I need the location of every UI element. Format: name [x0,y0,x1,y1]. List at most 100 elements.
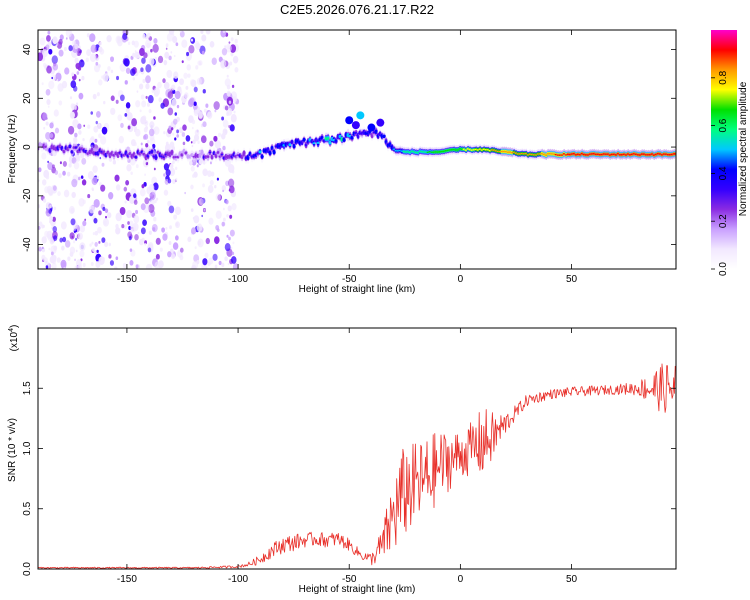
spectrogram-noise-blob [94,138,98,143]
spectrogram-noise-blob [196,77,202,85]
spectrogram-noise-blob [58,49,64,57]
spectrogram-noise-blob [46,65,52,74]
spectrogram-noise-blob [163,81,170,90]
spectrogram-noise-blob [73,137,76,141]
spectrogram-noise-blob [190,165,195,172]
spectrogram-noise-blob [51,164,55,169]
spectrogram-noise-blob [197,240,202,246]
spectrogram-noise-blob [135,128,141,137]
spectrogram-noise-blob [110,95,115,102]
colorbar-gradient [711,30,737,269]
spectrogram-noise-blob [81,179,87,186]
spectrogram-noise-blob [132,52,136,58]
spectrogram-noise-blob [139,188,146,197]
spectrogram-noise-blob [47,162,53,171]
spectrogram-noise-blob [202,168,208,177]
spectrogram-noise-blob [52,63,59,71]
spectrogram-noise-blob [209,179,214,186]
spectrogram-ridge-cell [260,155,264,158]
spectrogram-x-tick-label: 0 [458,274,464,285]
spectrogram-noise-blob [152,143,156,149]
spectrogram-noise-blob [227,262,230,266]
spectrogram-ridge-cell [246,155,250,160]
spectrogram-noise-blob [205,103,209,108]
spectrogram-noise-blob [68,205,75,215]
spectrogram-noise-blob [72,40,76,46]
spectrogram-noise-blob [145,161,149,166]
spectrogram-noise-blob [93,199,100,208]
spectrogram-noise-blob [232,241,235,245]
spectrogram-noise-blob [67,256,71,261]
spectrogram-noise-blob [52,36,58,45]
spectrogram-noise-blob [75,102,79,106]
spectrogram-noise-blob [90,44,97,53]
spectrogram-noise-blob [126,164,132,172]
spectrogram-noise-blob [222,119,229,128]
spectrogram-noise-blob [224,256,228,262]
spectrogram-noise-blob [231,251,235,256]
spectrogram-noise-blob [114,174,120,182]
spectrogram-noise-blob [49,238,55,245]
spectrogram-ridge-cell [326,137,330,140]
spectrogram-noise-blob [95,120,98,125]
spectrogram-noise-blob [115,256,119,261]
snr-x-ticks: -150 -100 -50 0 50 [117,328,578,585]
spectrogram-noise-blob [83,124,86,128]
spectrogram-noise-blob [198,198,204,206]
spectrogram-noise-blob [176,129,179,134]
spectrogram-noise-blob [148,109,152,114]
spectrogram-noise-blob [48,209,52,214]
spectrogram-noise-blob [79,250,85,258]
spectrogram-noise-blob [166,32,174,42]
spectrogram-noise-blob [129,259,134,266]
spectrogram-noise-blob [48,48,53,55]
spectrogram-noise-blob [82,262,86,268]
spectrogram-noise-blob [227,178,235,188]
spectrogram-noise-blob [133,40,139,48]
colorbar-tick-label: 0.2 [718,214,729,228]
spectrogram-ridge-cell [334,139,338,142]
spectrogram-noise-blob [148,204,155,213]
spectrogram-noise-blob [175,177,178,181]
spectrogram-noise-blob [62,161,67,167]
spectrogram-noise-blob [178,127,184,134]
snr-exponent-label: (x104) [8,325,20,352]
spectrogram-ridge-cell [302,137,306,142]
spectrogram-noise-blob [187,98,194,108]
spectrogram-noise-blob [164,51,170,59]
spectrogram-panel: -150 -100 -50 0 50 -40 -20 0 20 40 Height of str… [7,29,677,295]
spectrogram-ridge-cell [208,151,212,154]
spectrogram-noise-blob [101,162,105,167]
spectrogram-noise-blob [134,51,140,59]
spectrogram-noise-blob [184,92,189,99]
spectrogram-noise-blob [161,227,165,233]
spectrogram-noise-blob [119,94,125,102]
spectrogram-noise-blob [169,225,172,230]
colorbar-tick-label: 0.6 [718,118,729,132]
spectrogram-noise-blob [133,199,138,205]
spectrogram-noise-blob [126,209,133,219]
spectrogram-noise-blob [98,123,101,126]
spectrogram-noise-blob [197,111,204,120]
spectrogram-noise-blob [95,61,99,66]
spectrogram-noise-blob [224,78,231,87]
spectrogram-noise-blob [172,132,175,136]
spectrogram-ridge-cell [316,141,320,144]
spectrogram-ridge-cell [68,144,72,149]
spectrogram-noise-blob [61,245,65,251]
spectrogram-noise-blob [221,262,225,268]
spectrogram-noise-blob [148,230,152,235]
spectrogram-noise-blob [38,167,42,173]
spectrogram-noise-blob [173,214,178,220]
spectrogram-noise-blob [100,184,106,192]
spectrogram-noise-blob [139,47,145,57]
spectrogram-noise-blob [89,243,92,247]
spectrogram-noise-blob [144,243,147,246]
spectrogram-noise-blob [165,43,169,48]
spectrogram-noise-blob [130,228,134,233]
spectrogram-noise-blob [131,40,136,46]
spectrogram-noise-blob [222,207,225,211]
spectrogram-noise-blob [92,188,94,192]
spectrogram-noise-blob [140,203,146,211]
spectrogram-y-tick-label: 40 [22,44,33,56]
